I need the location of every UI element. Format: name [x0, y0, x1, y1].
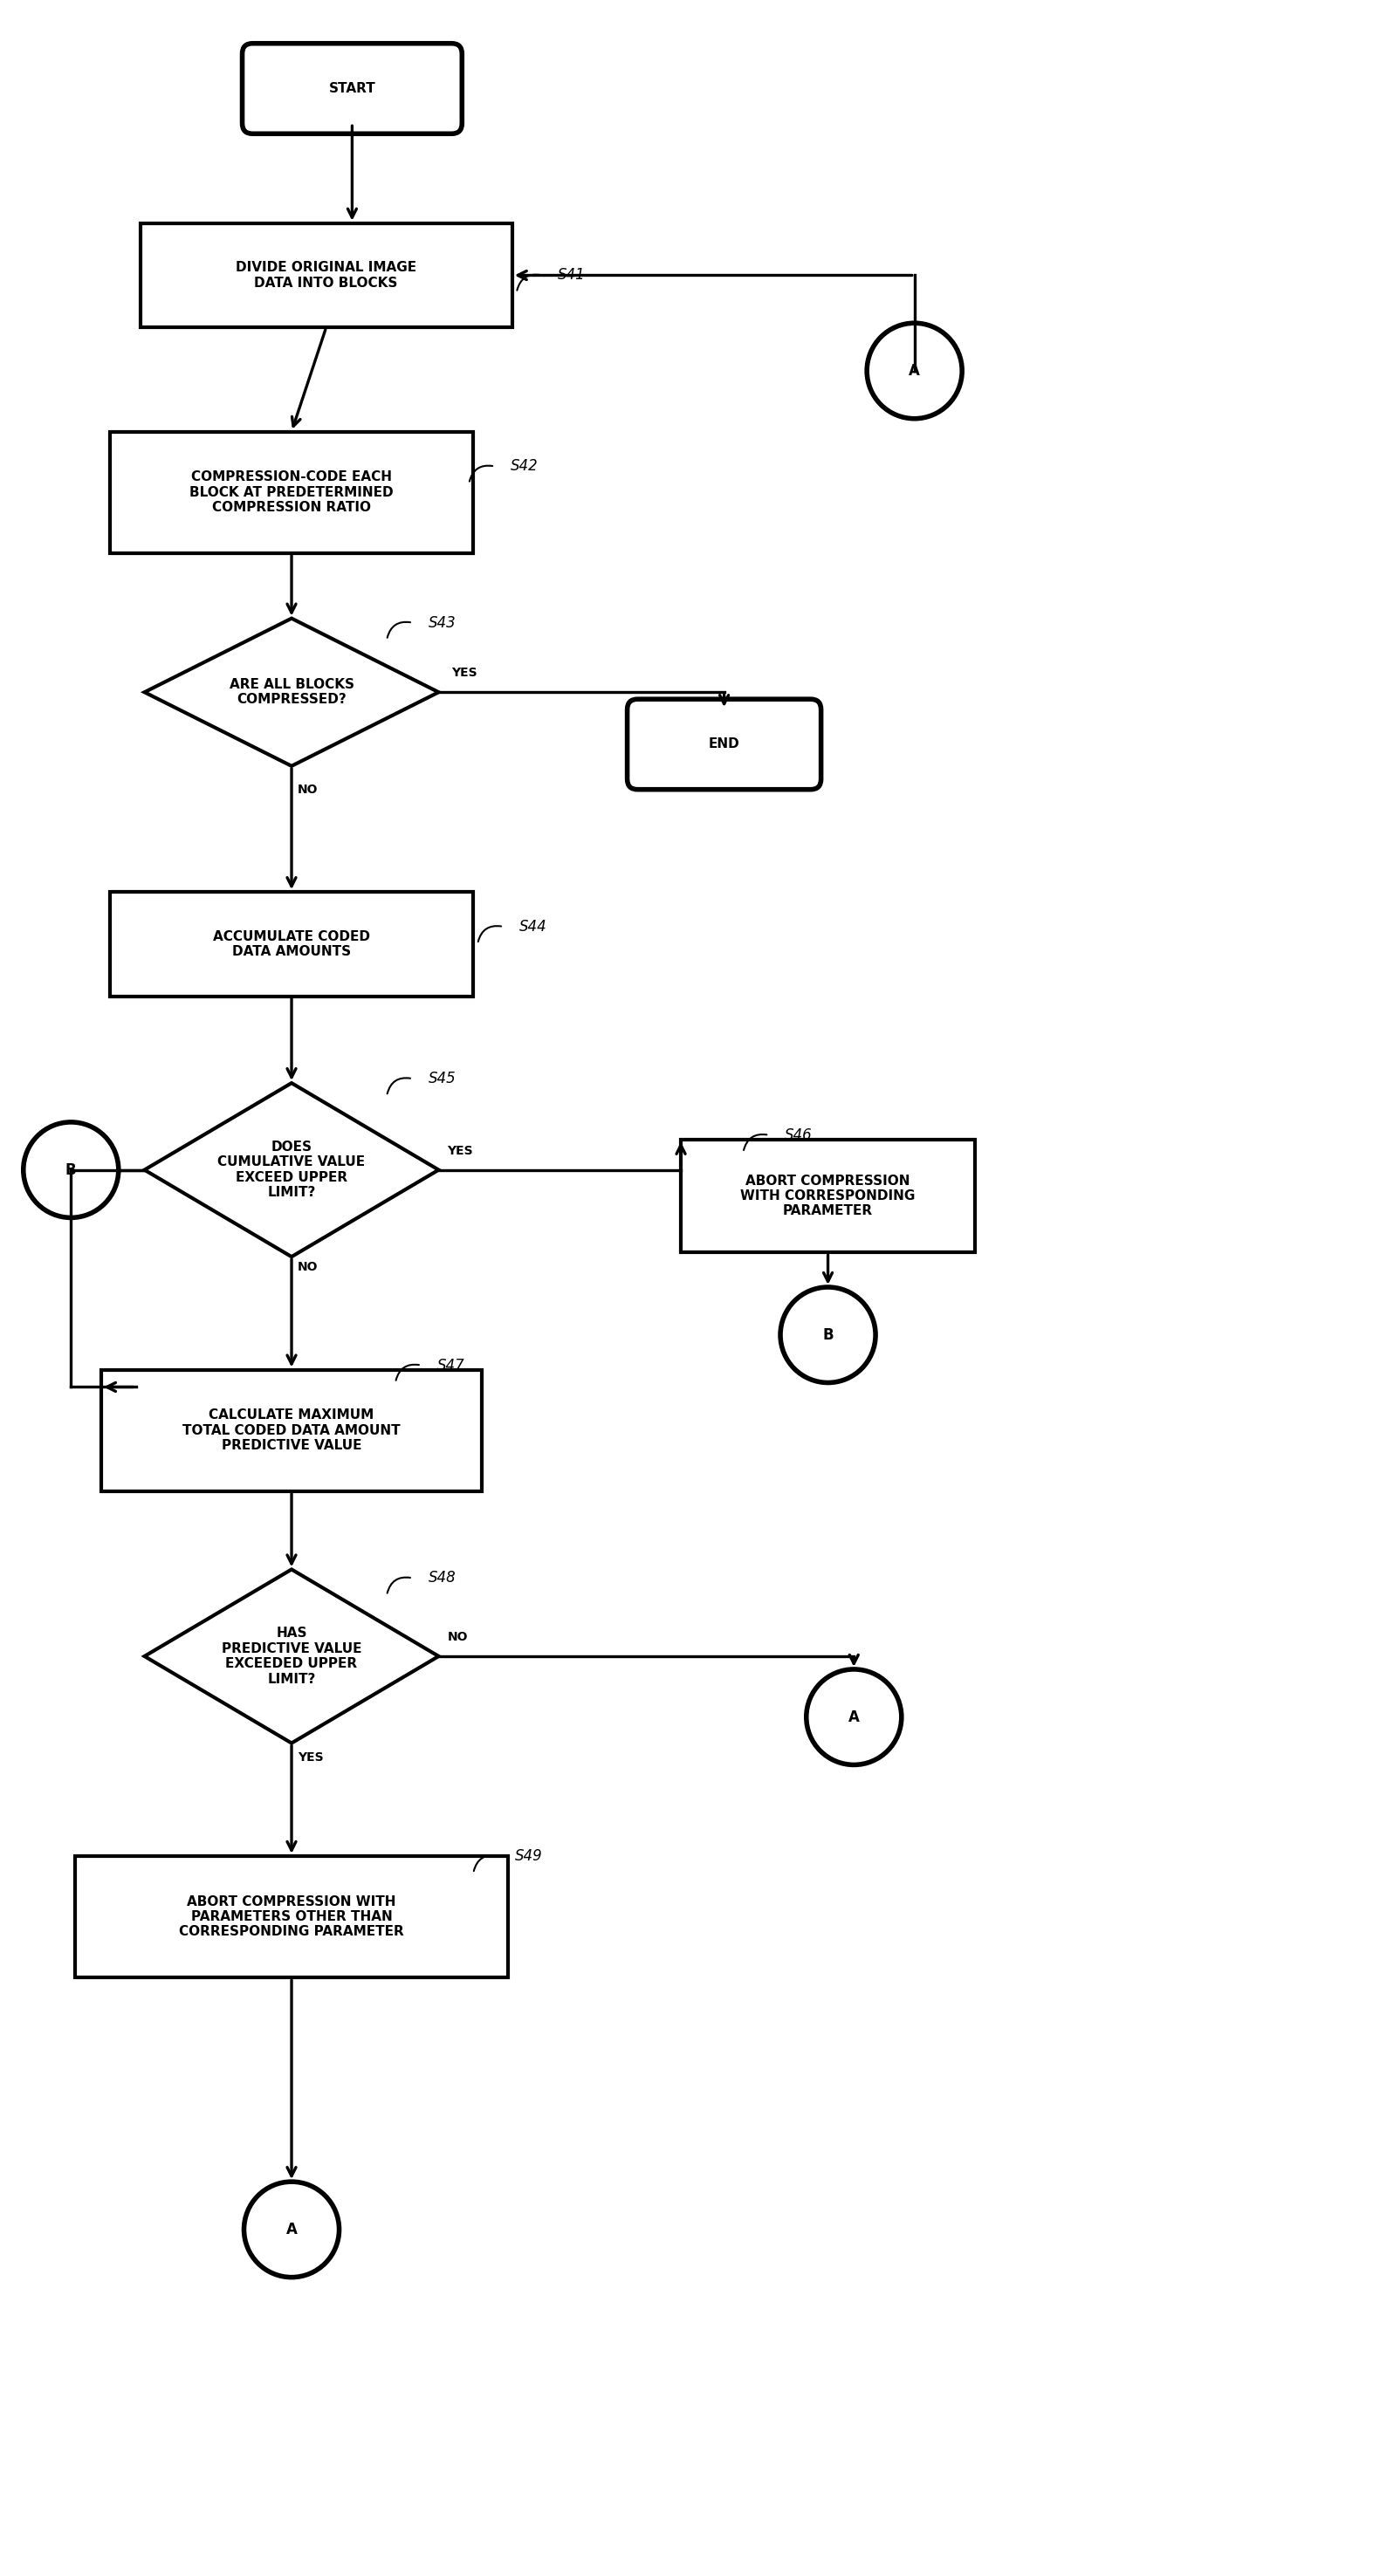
Circle shape: [23, 1123, 118, 1218]
Text: S43: S43: [428, 616, 456, 631]
Text: S49: S49: [515, 1847, 542, 1865]
Text: S41: S41: [557, 268, 586, 283]
Bar: [681, 1139, 975, 1252]
Bar: [102, 1370, 482, 1492]
Bar: [140, 224, 512, 327]
Circle shape: [244, 2182, 339, 2277]
Circle shape: [866, 322, 962, 420]
Text: S47: S47: [437, 1358, 464, 1373]
Text: NO: NO: [298, 1262, 319, 1273]
Text: A: A: [849, 1710, 859, 1726]
Text: B: B: [66, 1162, 77, 1177]
Text: END: END: [708, 737, 740, 750]
Text: ABORT COMPRESSION
WITH CORRESPONDING
PARAMETER: ABORT COMPRESSION WITH CORRESPONDING PAR…: [740, 1175, 916, 1218]
Text: A: A: [286, 2221, 297, 2239]
FancyBboxPatch shape: [242, 44, 461, 134]
Text: ACCUMULATE CODED
DATA AMOUNTS: ACCUMULATE CODED DATA AMOUNTS: [213, 930, 371, 958]
FancyBboxPatch shape: [627, 698, 821, 788]
Text: YES: YES: [448, 1144, 474, 1157]
Circle shape: [780, 1288, 876, 1383]
Text: START: START: [328, 82, 376, 95]
Text: YES: YES: [452, 667, 478, 680]
Text: CALCULATE MAXIMUM
TOTAL CODED DATA AMOUNT
PREDICTIVE VALUE: CALCULATE MAXIMUM TOTAL CODED DATA AMOUN…: [183, 1409, 401, 1453]
Polygon shape: [144, 1082, 438, 1257]
Text: DIVIDE ORIGINAL IMAGE
DATA INTO BLOCKS: DIVIDE ORIGINAL IMAGE DATA INTO BLOCKS: [236, 260, 416, 289]
Text: S46: S46: [785, 1128, 813, 1144]
Text: A: A: [909, 363, 920, 379]
Text: S45: S45: [428, 1072, 456, 1087]
Text: HAS
PREDICTIVE VALUE
EXCEEDED UPPER
LIMIT?: HAS PREDICTIVE VALUE EXCEEDED UPPER LIMI…: [221, 1628, 361, 1685]
Polygon shape: [144, 618, 438, 765]
Text: NO: NO: [448, 1631, 468, 1643]
Bar: [110, 891, 474, 997]
Circle shape: [806, 1669, 902, 1765]
Text: S44: S44: [519, 920, 546, 935]
Polygon shape: [144, 1569, 438, 1744]
Bar: [76, 1857, 508, 1978]
Text: S48: S48: [428, 1571, 456, 1587]
Text: ARE ALL BLOCKS
COMPRESSED?: ARE ALL BLOCKS COMPRESSED?: [229, 677, 354, 706]
Text: ABORT COMPRESSION WITH
PARAMETERS OTHER THAN
CORRESPONDING PARAMETER: ABORT COMPRESSION WITH PARAMETERS OTHER …: [178, 1896, 404, 1940]
Text: DOES
CUMULATIVE VALUE
EXCEED UPPER
LIMIT?: DOES CUMULATIVE VALUE EXCEED UPPER LIMIT…: [218, 1141, 365, 1200]
Text: NO: NO: [298, 783, 319, 796]
Text: COMPRESSION-CODE EACH
BLOCK AT PREDETERMINED
COMPRESSION RATIO: COMPRESSION-CODE EACH BLOCK AT PREDETERM…: [189, 471, 394, 515]
Text: YES: YES: [298, 1752, 324, 1765]
Text: B: B: [822, 1327, 833, 1342]
Text: S42: S42: [511, 459, 538, 474]
Bar: [110, 433, 474, 554]
